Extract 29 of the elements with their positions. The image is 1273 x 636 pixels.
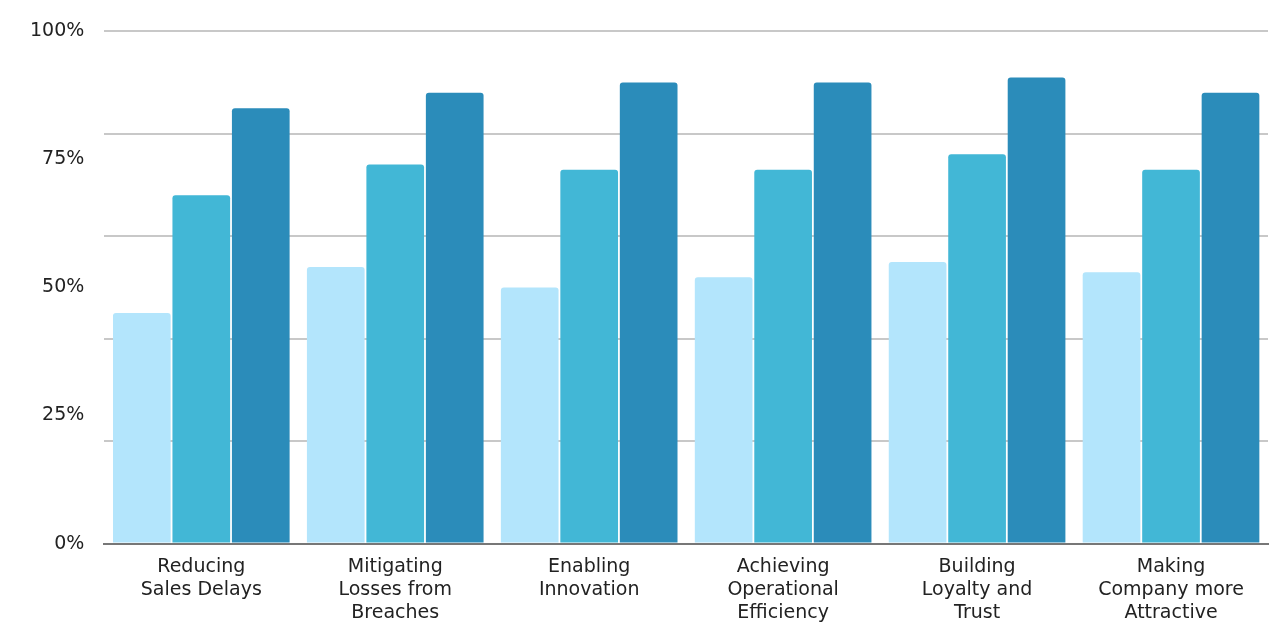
- y-tick-label: 100%: [29, 18, 85, 41]
- bar: [172, 195, 231, 543]
- bar: [694, 277, 753, 543]
- bar: [1201, 92, 1260, 543]
- bar: [500, 287, 559, 543]
- bar: [112, 313, 171, 543]
- bar: [1082, 272, 1141, 543]
- x-tick-label: Reducing Sales Delays: [140, 553, 262, 599]
- y-tick-label: 25%: [42, 402, 85, 425]
- bar: [754, 169, 812, 543]
- bar: [366, 164, 425, 543]
- bar: [888, 261, 947, 543]
- bar: [425, 92, 484, 543]
- x-tick-label: Building Loyalty and Trust: [921, 553, 1033, 622]
- bar: [306, 267, 365, 543]
- bar: [560, 169, 619, 543]
- y-tick-label: 0%: [54, 530, 85, 553]
- bar: [619, 82, 678, 543]
- bar: [1007, 77, 1066, 543]
- bar: [813, 82, 872, 543]
- y-tick-label: 50%: [42, 274, 85, 297]
- bar: [231, 108, 290, 543]
- bar: [948, 154, 1006, 543]
- x-tick-label: Achieving Operational Efficiency: [727, 553, 839, 622]
- x-tick-label: Making Company more Attractive: [1098, 553, 1244, 622]
- y-tick-label: 75%: [42, 146, 85, 169]
- x-tick-label: Mitigating Losses from Breaches: [338, 553, 452, 622]
- x-tick-label: Enabling Innovation: [538, 553, 640, 599]
- bar: [1142, 169, 1200, 543]
